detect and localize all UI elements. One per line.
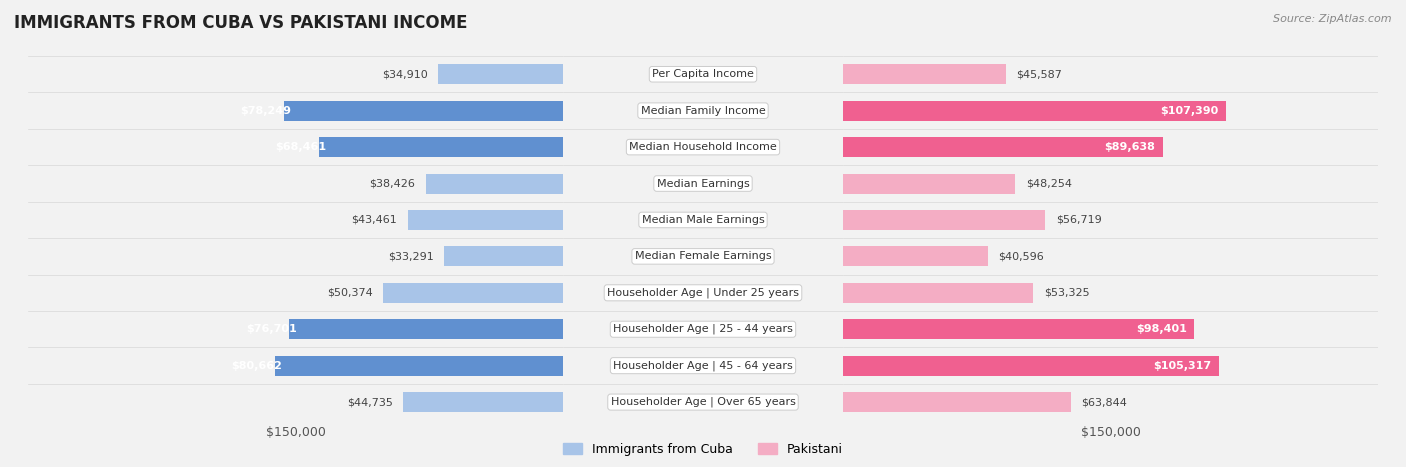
Bar <box>562 92 1406 129</box>
Text: $80,662: $80,662 <box>232 361 283 371</box>
Bar <box>290 319 562 339</box>
Bar <box>0 384 562 420</box>
Bar <box>844 392 1071 412</box>
Text: Median Household Income: Median Household Income <box>628 142 778 152</box>
Text: Per Capita Income: Per Capita Income <box>652 69 754 79</box>
Bar <box>0 92 562 129</box>
Bar <box>844 64 1005 84</box>
Text: $98,401: $98,401 <box>1136 324 1187 334</box>
Bar <box>0 311 562 347</box>
Legend: Immigrants from Cuba, Pakistani: Immigrants from Cuba, Pakistani <box>558 438 848 461</box>
Bar <box>0 129 562 165</box>
Text: $50,374: $50,374 <box>326 288 373 298</box>
Text: IMMIGRANTS FROM CUBA VS PAKISTANI INCOME: IMMIGRANTS FROM CUBA VS PAKISTANI INCOME <box>14 14 468 32</box>
Text: Householder Age | 45 - 64 years: Householder Age | 45 - 64 years <box>613 361 793 371</box>
Bar <box>0 202 844 238</box>
Bar <box>0 129 844 165</box>
Bar <box>0 92 844 129</box>
Text: $78,249: $78,249 <box>240 106 291 116</box>
Text: Median Male Earnings: Median Male Earnings <box>641 215 765 225</box>
Bar <box>284 101 562 120</box>
Text: Householder Age | Over 65 years: Householder Age | Over 65 years <box>610 397 796 407</box>
Bar <box>0 165 844 202</box>
Bar <box>404 392 562 412</box>
Bar <box>562 238 1406 275</box>
Bar <box>0 56 844 92</box>
Bar <box>844 247 988 266</box>
Bar <box>0 238 562 275</box>
Bar <box>439 64 562 84</box>
Bar <box>562 202 1406 238</box>
X-axis label: $150,000: $150,000 <box>266 426 325 439</box>
Bar <box>0 238 844 275</box>
Bar <box>844 137 1163 157</box>
Text: $63,844: $63,844 <box>1081 397 1128 407</box>
Bar <box>0 202 562 238</box>
Bar <box>844 174 1015 193</box>
Bar <box>0 347 562 384</box>
Bar <box>276 356 562 375</box>
Bar <box>844 283 1033 303</box>
Text: $38,426: $38,426 <box>370 178 415 189</box>
Bar <box>319 137 562 157</box>
Bar <box>0 311 844 347</box>
Text: Median Earnings: Median Earnings <box>657 178 749 189</box>
Text: $56,719: $56,719 <box>1056 215 1102 225</box>
Bar <box>562 129 1406 165</box>
Bar <box>562 384 1406 420</box>
Text: $40,596: $40,596 <box>998 251 1045 262</box>
Text: $45,587: $45,587 <box>1017 69 1062 79</box>
Text: $53,325: $53,325 <box>1043 288 1090 298</box>
Bar <box>0 165 562 202</box>
Text: $76,701: $76,701 <box>246 324 297 334</box>
Text: Median Family Income: Median Family Income <box>641 106 765 116</box>
Bar <box>562 347 1406 384</box>
Bar <box>844 210 1045 230</box>
Bar <box>0 275 844 311</box>
Text: $48,254: $48,254 <box>1026 178 1071 189</box>
X-axis label: $150,000: $150,000 <box>1081 426 1140 439</box>
Bar <box>562 56 1406 92</box>
Text: $107,390: $107,390 <box>1160 106 1219 116</box>
Bar <box>444 247 562 266</box>
Bar <box>426 174 562 193</box>
Bar <box>0 275 562 311</box>
Text: Householder Age | 25 - 44 years: Householder Age | 25 - 44 years <box>613 324 793 334</box>
Text: $105,317: $105,317 <box>1153 361 1212 371</box>
Bar <box>562 311 1406 347</box>
Text: $34,910: $34,910 <box>382 69 427 79</box>
Bar <box>844 319 1194 339</box>
Text: Householder Age | Under 25 years: Householder Age | Under 25 years <box>607 288 799 298</box>
Bar <box>408 210 562 230</box>
Bar <box>384 283 562 303</box>
Bar <box>0 347 844 384</box>
Text: $44,735: $44,735 <box>347 397 392 407</box>
Text: $33,291: $33,291 <box>388 251 433 262</box>
Bar <box>562 275 1406 311</box>
Bar <box>844 356 1219 375</box>
Bar <box>0 384 844 420</box>
Text: Median Female Earnings: Median Female Earnings <box>634 251 772 262</box>
Text: $68,461: $68,461 <box>274 142 326 152</box>
Bar <box>562 165 1406 202</box>
Text: $89,638: $89,638 <box>1105 142 1156 152</box>
Text: Source: ZipAtlas.com: Source: ZipAtlas.com <box>1274 14 1392 24</box>
Bar <box>844 101 1226 120</box>
Bar <box>0 56 562 92</box>
Text: $43,461: $43,461 <box>352 215 398 225</box>
